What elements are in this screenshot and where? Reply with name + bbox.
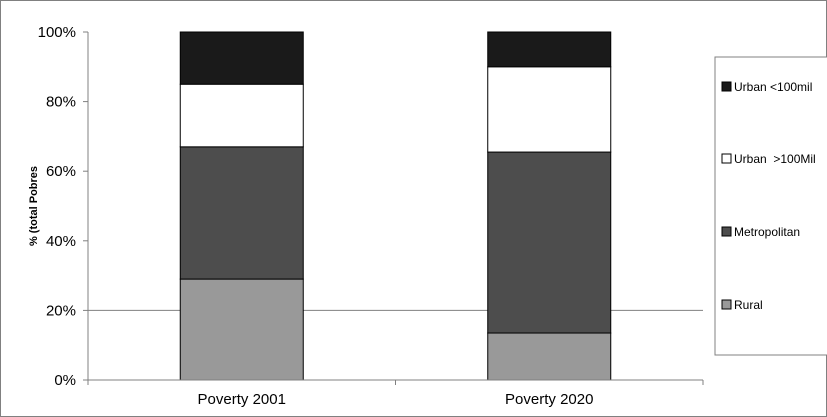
bar-segment-metropolitan-1 <box>179 146 304 280</box>
x-category-label: Poverty 2001 <box>198 391 286 408</box>
legend-box <box>714 56 827 356</box>
y-tick-labels: 0% 20% 40% 60% 80% 100% <box>38 24 76 389</box>
y-tick-label: 60% <box>46 163 76 180</box>
bar-segment-metropolitan-2 <box>487 151 612 334</box>
legend-swatch <box>721 226 732 237</box>
bar-segment-urban-100mil-2 <box>487 31 612 68</box>
legend-swatch <box>721 153 732 164</box>
bar-segment-rural-2 <box>487 332 612 381</box>
bars-layer <box>179 31 612 381</box>
bar-segment-urban-100mil-1 <box>179 31 304 85</box>
y-tick-label: 0% <box>54 372 76 389</box>
legend: Urban <100mil Urban >100Mil Metropolitan Ru… <box>714 56 827 356</box>
y-tick-label: 80% <box>46 94 76 111</box>
bar-segment-rural-1 <box>179 278 304 381</box>
legend-swatch <box>721 299 732 310</box>
legend-swatch <box>721 81 732 92</box>
x-category-labels: Poverty 2001 Poverty 2020 <box>198 391 594 408</box>
y-tick-label: 20% <box>46 302 76 319</box>
legend-label: Rural <box>734 298 763 312</box>
bar-segment-urban-100mil-2 <box>487 66 612 153</box>
legend-label: Metropolitan <box>734 225 800 239</box>
y-tick-label: 40% <box>46 233 76 250</box>
y-axis-label: % (total Pobres <box>28 166 40 246</box>
y-tick-label: 100% <box>38 24 76 41</box>
x-category-label: Poverty 2020 <box>505 391 593 408</box>
axes-layer <box>83 31 704 385</box>
legend-label: Urban >100Mil <box>734 152 816 166</box>
bar-segment-urban-100mil-1 <box>179 83 304 148</box>
legend-label: Urban <100mil <box>734 80 812 94</box>
